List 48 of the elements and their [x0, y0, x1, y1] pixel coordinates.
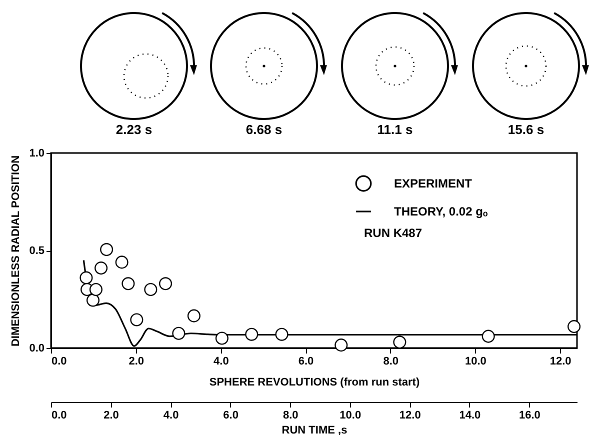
point — [89, 282, 102, 296]
x2-tick-label: 16.0 — [518, 410, 540, 422]
x2-tick-label: 4.0 — [163, 410, 179, 422]
point — [94, 262, 108, 275]
y-tick-label: 0.5 — [29, 245, 44, 257]
x-tick-label: 2.0 — [128, 356, 144, 368]
x2-tick-label: 14.0 — [459, 410, 481, 422]
legend-label: EXPERIMENT — [394, 176, 473, 190]
annotation: RUN K487 — [364, 226, 422, 240]
point — [393, 336, 406, 349]
x2-tick-label: 12.0 — [399, 410, 421, 422]
x2-tick-label: 0.0 — [52, 410, 67, 422]
point — [245, 328, 258, 341]
point — [159, 277, 172, 290]
text: 11.1 s — [377, 122, 413, 137]
y-axis-title: DIMENSIONLESS RADIAL POSITION — [10, 155, 22, 347]
x2-tick-label: 6.0 — [223, 410, 238, 422]
y-tick-label: 1.0 — [29, 148, 44, 160]
point — [80, 271, 93, 284]
point — [115, 256, 128, 269]
text: 15.6 s — [508, 122, 544, 137]
point — [144, 282, 158, 296]
point — [275, 328, 288, 341]
point — [482, 330, 495, 343]
text: 6.68 s — [246, 122, 282, 137]
x2-axis-title: RUN TIME ,s — [282, 424, 348, 436]
point — [568, 320, 581, 334]
x2-tick-label: 10.0 — [340, 410, 362, 422]
x-tick-label: 0.0 — [52, 356, 67, 368]
text: 2.23 s — [116, 122, 152, 137]
point — [122, 277, 135, 290]
point — [334, 338, 348, 352]
point — [86, 294, 100, 307]
legend-label: THEORY, 0.02 gₒ — [394, 204, 488, 218]
x2-tick-label: 2.0 — [104, 410, 119, 422]
x-tick-label: 6.0 — [298, 356, 314, 368]
x2-tick-label: 8.0 — [282, 410, 298, 422]
point — [215, 332, 228, 345]
x-tick-label: 12.0 — [550, 356, 572, 368]
point — [100, 243, 114, 256]
x-axis-title: SPHERE REVOLUTIONS (from run start) — [209, 376, 420, 388]
point — [130, 313, 144, 326]
point — [172, 326, 186, 340]
point — [187, 309, 200, 322]
x-tick-label: 8.0 — [383, 356, 399, 368]
y-tick-label: 0.0 — [29, 342, 44, 354]
x-tick-label: 4.0 — [214, 356, 229, 368]
x-tick-label: 10.0 — [464, 356, 486, 368]
